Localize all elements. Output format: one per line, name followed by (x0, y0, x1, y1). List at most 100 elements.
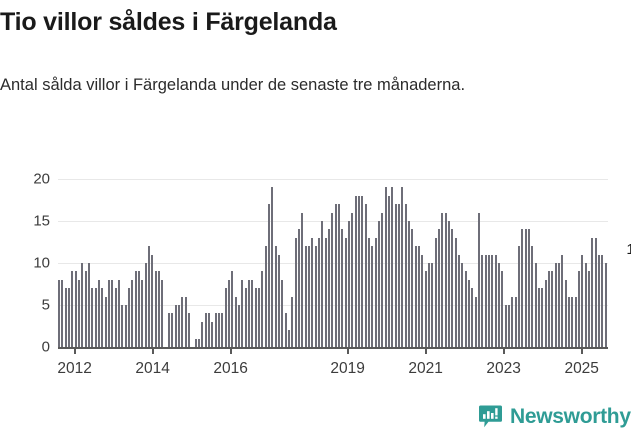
bar (121, 305, 124, 347)
bar (238, 305, 241, 347)
bar (408, 221, 411, 347)
bar (204, 313, 207, 347)
bar (68, 288, 71, 347)
bar (601, 254, 604, 347)
x-axis-tick (229, 347, 232, 354)
bar (421, 254, 424, 347)
bar (434, 237, 437, 347)
bar (431, 263, 434, 347)
x-axis-tick-label: 2014 (135, 360, 170, 377)
bar (451, 229, 454, 347)
x-axis-tick-label: 2016 (213, 360, 248, 377)
plot-area: 2012 2014 2016 2019 2021 2023 2025 (57, 179, 608, 377)
bar (264, 246, 267, 347)
bar (271, 187, 274, 347)
bar (388, 195, 391, 347)
y-axis-tick-label: 5 (41, 296, 50, 314)
bar (328, 229, 331, 347)
bar (588, 271, 591, 347)
x-axis-tick (580, 347, 583, 354)
bar (298, 229, 301, 347)
bar (284, 313, 287, 347)
newsworthy-logo: Newsworthy (478, 404, 631, 429)
bar (168, 313, 171, 347)
y-axis-tick-label: 10 (33, 254, 50, 272)
bar (221, 313, 224, 347)
bar (404, 204, 407, 347)
bar (368, 237, 371, 347)
bar (214, 313, 217, 347)
bar (308, 246, 311, 347)
bar (228, 279, 231, 347)
bar (134, 271, 137, 347)
bar (244, 288, 247, 347)
bar (291, 296, 294, 347)
bar (231, 271, 234, 347)
bar (331, 212, 334, 347)
bar (278, 254, 281, 347)
bar (114, 288, 117, 347)
bar (498, 263, 501, 347)
bar (294, 237, 297, 347)
bar (351, 212, 354, 347)
bar (481, 254, 484, 347)
bar (311, 237, 314, 347)
bar (591, 237, 594, 347)
bar (401, 187, 404, 347)
bar (241, 279, 244, 347)
bar (71, 271, 74, 347)
y-axis-tick-label: 15 (33, 212, 50, 230)
bar (501, 271, 504, 347)
bar (158, 271, 161, 347)
x-axis-tick-label: 2021 (408, 360, 443, 377)
bar (394, 204, 397, 347)
bar (604, 263, 607, 347)
bar (318, 237, 321, 347)
bar (504, 305, 507, 347)
y-axis-tick-label: 20 (33, 170, 50, 188)
logo-wordmark: Newsworthy (510, 404, 631, 428)
bar (391, 187, 394, 347)
bar (338, 204, 341, 347)
bar (88, 263, 91, 347)
bar (571, 296, 574, 347)
bar (84, 271, 87, 347)
bar (141, 279, 144, 347)
bar (334, 204, 337, 347)
bar (488, 254, 491, 347)
y-axis-tick-label: 0 (41, 338, 50, 356)
bar (108, 279, 111, 347)
gridline (58, 179, 608, 180)
bar (211, 321, 214, 347)
bar (268, 204, 271, 347)
bar (131, 279, 134, 347)
bar (378, 221, 381, 347)
bar (258, 288, 261, 347)
bar (321, 221, 324, 347)
bar (521, 229, 524, 347)
bar (464, 271, 467, 347)
bar (288, 330, 291, 347)
bar (148, 246, 151, 347)
bar (101, 288, 104, 347)
bar (198, 338, 201, 347)
bar (534, 263, 537, 347)
bar (171, 313, 174, 347)
x-axis-tick-label: 2025 (564, 360, 599, 377)
bar (348, 221, 351, 347)
bar (538, 288, 541, 347)
bar (578, 271, 581, 347)
bar (598, 254, 601, 347)
bar (554, 263, 557, 347)
bar (118, 279, 121, 347)
bar (411, 229, 414, 347)
bar (301, 212, 304, 347)
bar (81, 263, 84, 347)
bar (224, 288, 227, 347)
bar (531, 246, 534, 347)
bar (94, 288, 97, 347)
bar (188, 313, 191, 347)
bar (178, 305, 181, 347)
x-axis-tick-label: 2012 (57, 360, 92, 377)
